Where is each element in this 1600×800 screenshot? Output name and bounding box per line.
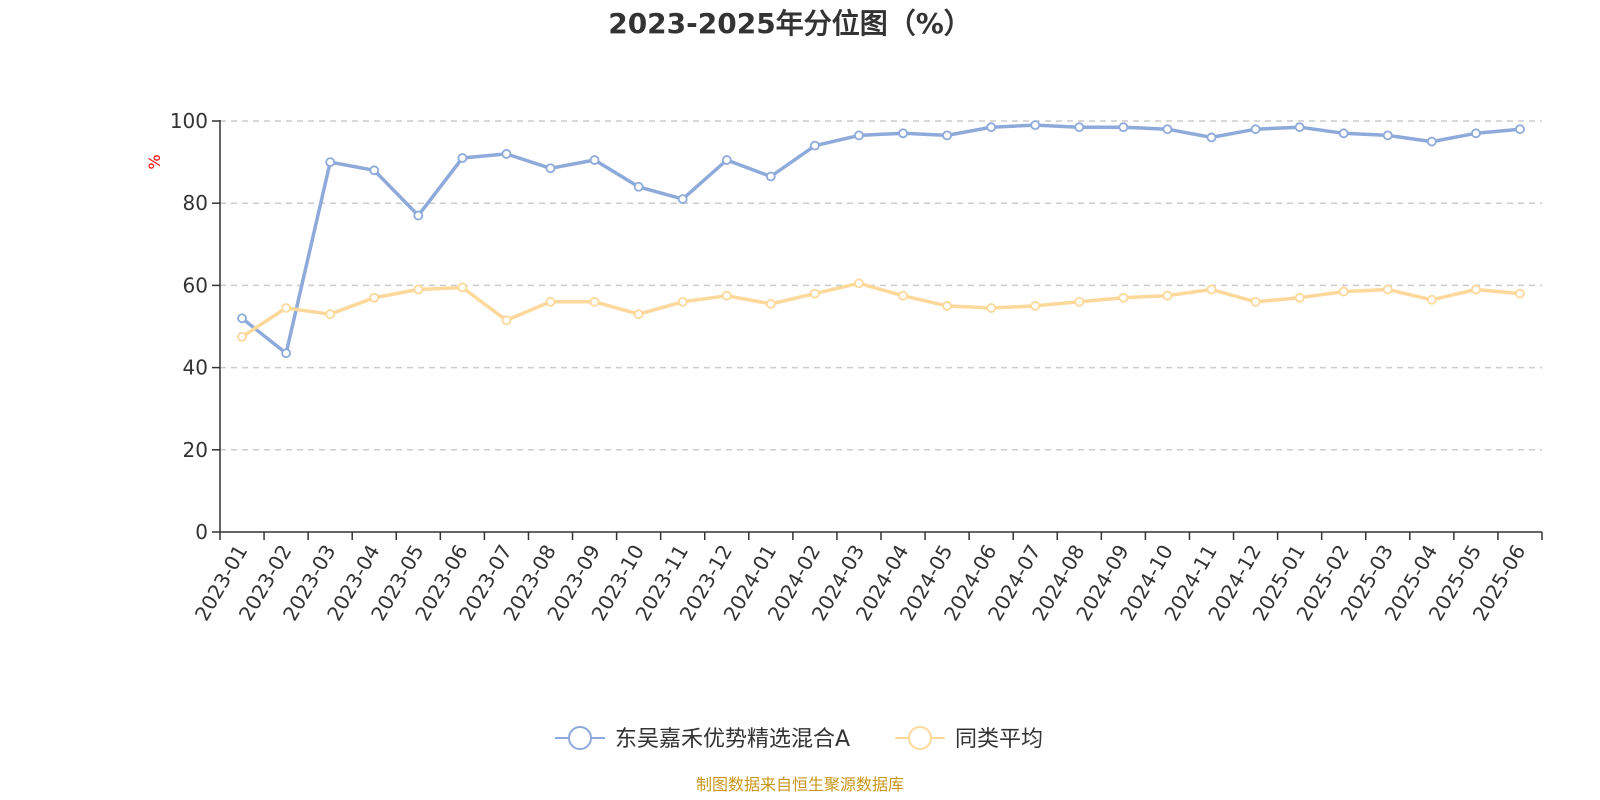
data-point (1206, 284, 1217, 295)
data-point (501, 315, 512, 326)
data-point (1074, 122, 1085, 133)
legend-label: 东吴嘉禾优势精选混合A (615, 727, 850, 752)
data-point (369, 165, 380, 176)
data-point (501, 148, 512, 159)
data-point (589, 155, 600, 165)
data-point (854, 130, 864, 141)
series-line-2 (241, 281, 1521, 339)
data-point (1030, 301, 1041, 311)
legend-marker (568, 726, 592, 750)
y-tick-label: 100 (170, 109, 208, 133)
series-lines (237, 120, 1525, 359)
data-point (325, 157, 336, 168)
data-point (898, 128, 908, 139)
data-point (545, 296, 556, 307)
data-source-note: 制图数据来自恒生聚源数据库 (696, 775, 904, 794)
data-point (1294, 292, 1305, 303)
data-point (369, 292, 380, 303)
data-point (942, 130, 952, 141)
data-point (589, 296, 600, 307)
data-point (986, 303, 997, 313)
data-point (1515, 124, 1525, 135)
y-tick-label: 80 (183, 191, 208, 215)
data-point (1426, 294, 1437, 305)
data-point (1162, 124, 1173, 135)
data-point (1382, 130, 1393, 141)
data-point (1338, 286, 1349, 297)
data-point (854, 278, 864, 289)
legend-item-1[interactable]: 东吴嘉禾优势精选混合A (555, 726, 850, 752)
data-point (810, 140, 820, 151)
legend-label: 同类平均 (955, 727, 1043, 752)
data-point (457, 282, 468, 293)
data-point (1338, 128, 1349, 139)
data-point (1206, 132, 1217, 143)
data-point (633, 181, 644, 192)
data-point (1294, 122, 1305, 133)
data-point (721, 155, 732, 165)
legend[interactable]: 东吴嘉禾优势精选混合A 同类平均 (555, 726, 1043, 752)
legend-marker (908, 726, 932, 750)
data-point (1471, 128, 1481, 139)
data-point (1426, 136, 1437, 147)
data-point (1382, 284, 1393, 295)
y-tick-label: 40 (183, 356, 208, 380)
y-tick-label: 20 (183, 438, 208, 462)
data-point (677, 194, 688, 204)
data-point (1162, 290, 1173, 301)
data-point (413, 210, 424, 221)
data-point (281, 303, 292, 313)
data-point (1074, 296, 1085, 307)
data-point (413, 284, 424, 295)
data-point (986, 122, 997, 133)
chart-title: 2023-2025年分位图（%） (608, 7, 972, 40)
legend-item-2[interactable]: 同类平均 (895, 726, 1043, 752)
data-point (1515, 288, 1525, 299)
y-axis-label: % (145, 154, 164, 169)
data-point (810, 288, 820, 299)
data-point (942, 301, 952, 311)
data-point (325, 309, 336, 320)
data-point (721, 290, 732, 301)
data-point (765, 298, 776, 309)
data-point (1250, 124, 1261, 135)
data-point (1118, 122, 1129, 133)
data-point (237, 313, 247, 324)
data-point (1030, 120, 1041, 131)
data-point (1471, 284, 1481, 295)
y-tick-label: 60 (183, 273, 208, 297)
data-point (1118, 292, 1129, 303)
data-point (898, 290, 908, 301)
data-point (281, 348, 292, 359)
data-point (237, 331, 247, 342)
y-tick-label: 0 (195, 520, 208, 544)
series-line-1 (240, 123, 1521, 355)
data-point (765, 171, 776, 182)
data-point (677, 296, 688, 307)
data-point (545, 163, 556, 174)
gridlines (220, 120, 1542, 451)
data-point (633, 309, 644, 320)
data-point (1250, 296, 1261, 307)
data-point (457, 153, 468, 163)
